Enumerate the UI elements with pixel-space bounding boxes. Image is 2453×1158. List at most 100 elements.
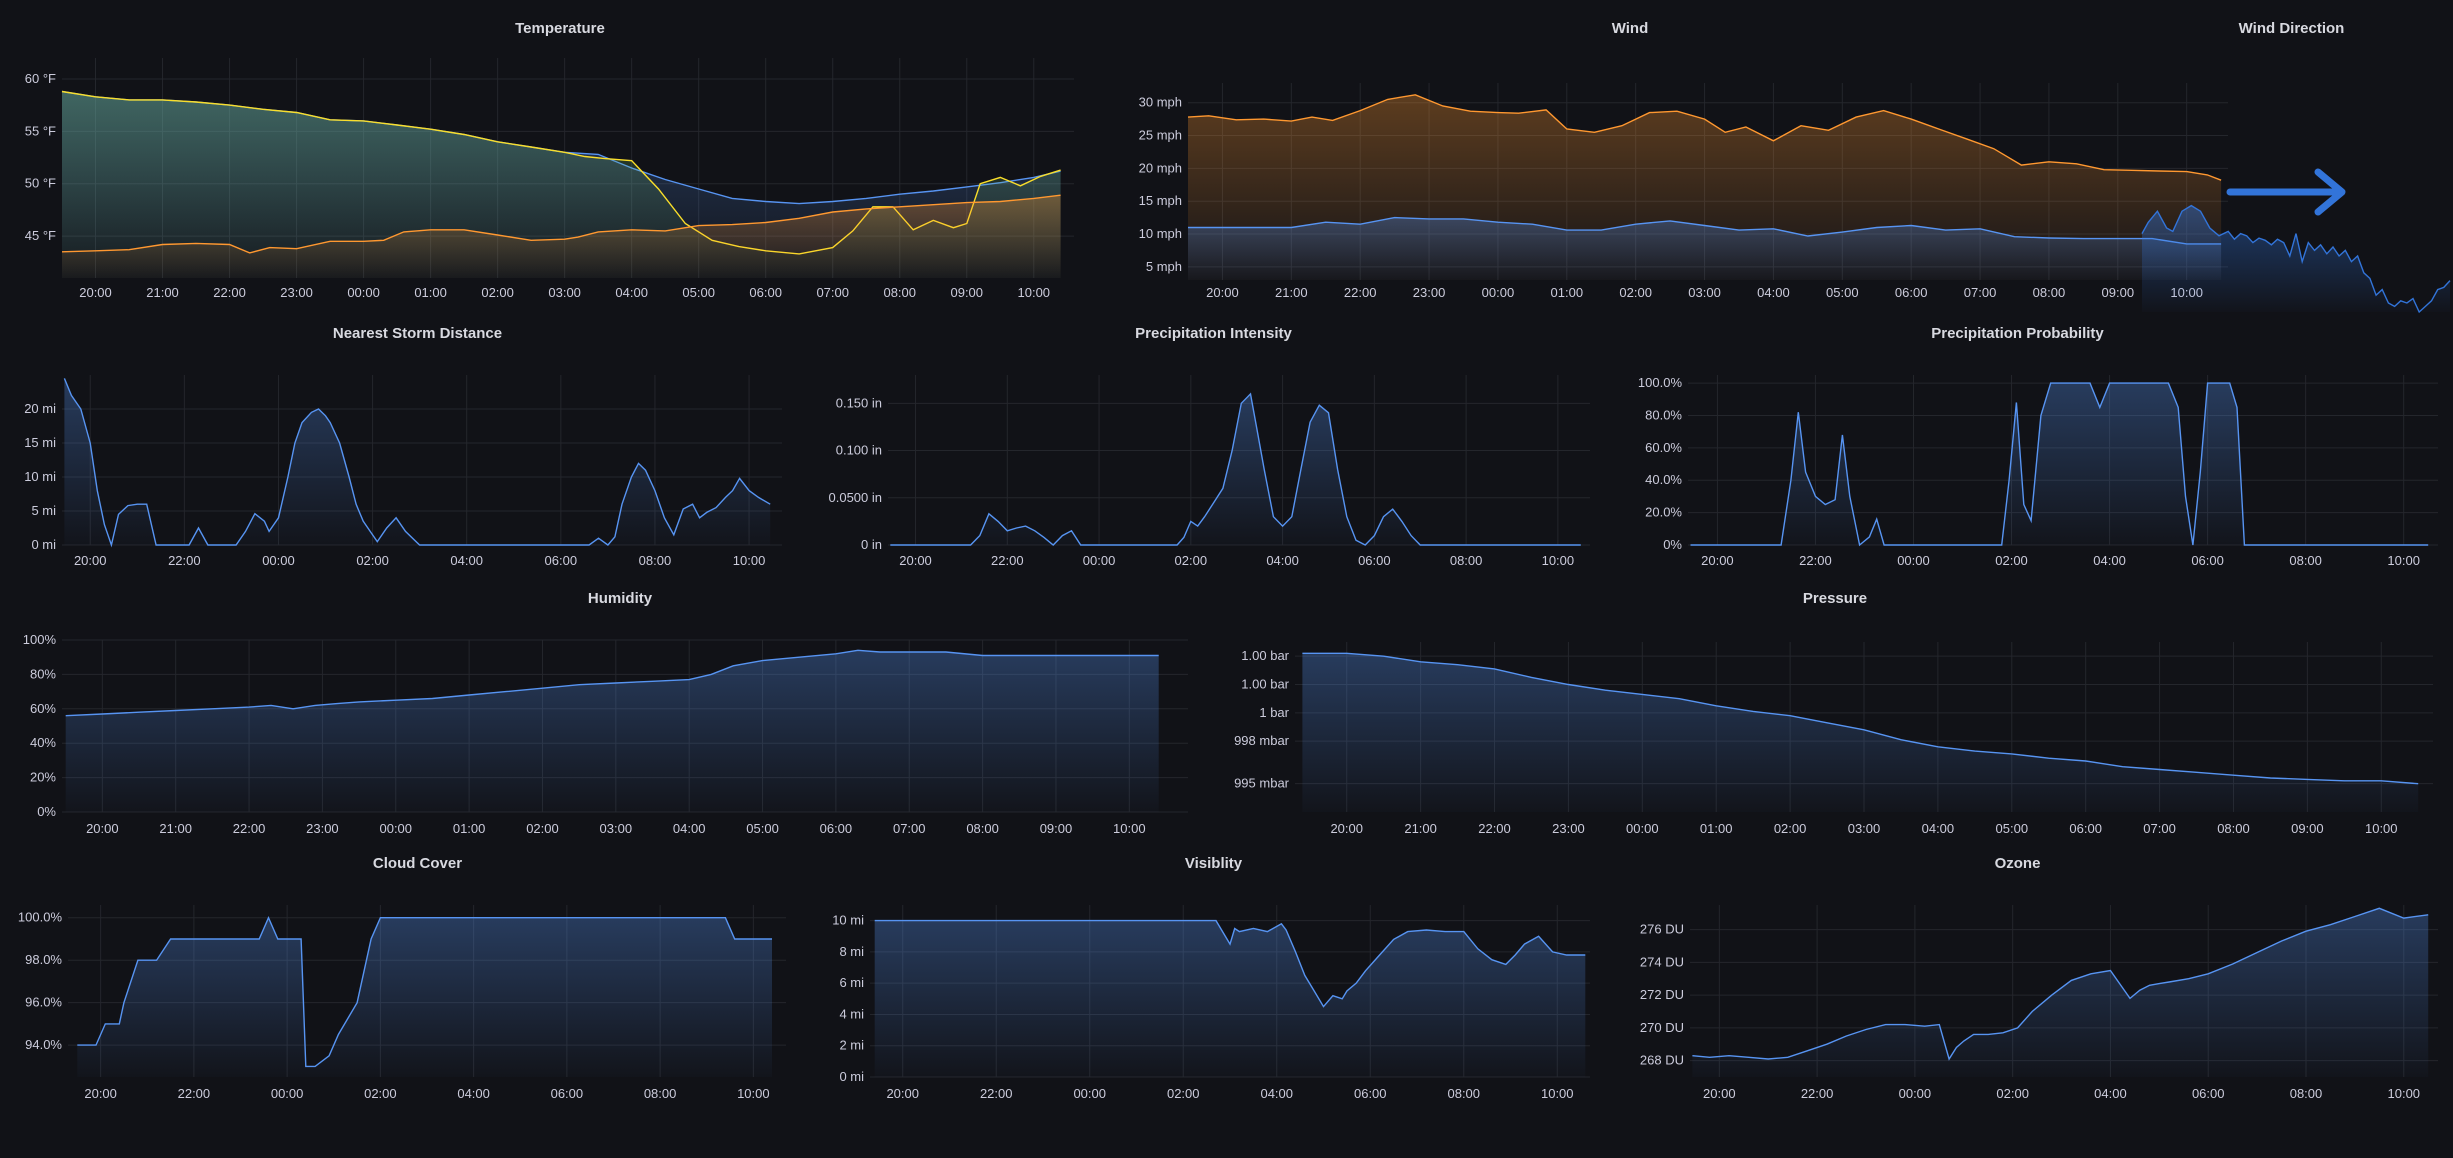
cloud-y-tick-label: 98.0% <box>25 952 62 967</box>
cloud-x-tick-label: 08:00 <box>644 1086 677 1101</box>
wind_direction-series-0-line <box>2141 204 2451 314</box>
temperature-y-tick-label: 50 °F <box>25 176 56 191</box>
wind-y-tick-label: 20 mph <box>1139 160 1182 175</box>
pressure-title: Pressure <box>1802 590 1868 607</box>
wind-y-tick-label: 25 mph <box>1139 128 1182 143</box>
precip_intensity-x-tick-label: 04:00 <box>1266 553 1299 568</box>
humidity-x-tick-label: 00:00 <box>379 821 412 836</box>
cloud-x-tick-label: 22:00 <box>178 1086 211 1101</box>
humidity-chart[interactable]: 20:00 21:00 22:00 23:00 00:00 01:00 02:00 03:00… <box>0 570 1200 836</box>
wind-direction-title: Wind Direction <box>2238 20 2345 37</box>
precip_probability-x-tick-label: 10:00 <box>2387 553 2420 568</box>
precip-intensity-chart[interactable]: 20:00 22:00 00:00 02:00 04:00 06:00 08:00 10:00… <box>800 305 1610 570</box>
precip-probability-chart[interactable]: 20:00 22:00 00:00 02:00 04:00 06:00 08:00 10:00… <box>1610 305 2453 570</box>
storm-grid <box>62 375 782 546</box>
ozone-chart[interactable]: 20:00 22:00 00:00 02:00 04:00 06:00 08:00 10:00… <box>1610 835 2453 1101</box>
precip_probability-y-tick-label: 0% <box>1663 537 1682 552</box>
pressure-x-tick-label: 23:00 <box>1552 821 1585 836</box>
humidity-x-tick-label: 04:00 <box>673 821 706 836</box>
humidity-x-tick-label: 03:00 <box>600 821 633 836</box>
ozone-y-tick-label: 272 DU <box>1640 987 1684 1002</box>
ozone-x-tick-label: 10:00 <box>2388 1086 2421 1101</box>
visibility-y-tick-label: 6 mi <box>839 975 864 990</box>
wind-x-tick-label: 02:00 <box>1619 285 1652 300</box>
storm-distance-chart[interactable]: 20:00 22:00 00:00 02:00 04:00 06:00 08:00 10:00… <box>0 305 800 570</box>
storm-x-tick-label: 10:00 <box>733 553 766 568</box>
pressure-x-tick-label: 20:00 <box>1330 821 1363 836</box>
temperature-series-1-area <box>62 91 1061 278</box>
precip_intensity-x-tick-label: 20:00 <box>899 553 932 568</box>
pressure-x-tick-label: 05:00 <box>1996 821 2029 836</box>
pressure-x-tick-label: 02:00 <box>1774 821 1807 836</box>
pressure-y-tick-label: 1.00 bar <box>1241 677 1289 692</box>
visibility-y-tick-label: 8 mi <box>839 944 864 959</box>
temperature-x-tick-label: 23:00 <box>280 285 313 300</box>
visibility-title: Visiblity <box>1184 855 1243 872</box>
temperature-x-tick-label: 08:00 <box>883 285 916 300</box>
humidity-x-tick-label: 06:00 <box>820 821 853 836</box>
pressure-x-tick-label: 09:00 <box>2291 821 2324 836</box>
visibility-y-tick-label: 4 mi <box>839 1006 864 1021</box>
pressure-chart[interactable]: 20:00 21:00 22:00 23:00 00:00 01:00 02:00 03:00… <box>1200 570 2453 836</box>
wind-x-tick-label: 08:00 <box>2033 285 2066 300</box>
cloud-x-tick-label: 10:00 <box>737 1086 770 1101</box>
precip_probability-y-tick-label: 60.0% <box>1645 440 1682 455</box>
cloud-cover-chart[interactable]: 20:00 22:00 00:00 02:00 04:00 06:00 08:00 10:00… <box>0 835 800 1101</box>
temperature-x-tick-label: 20:00 <box>79 285 112 300</box>
precip_probability-x-tick-label: 08:00 <box>2289 553 2322 568</box>
wind-x-tick-label: 06:00 <box>1895 285 1928 300</box>
temperature-title: Temperature <box>515 20 605 37</box>
wind-x-tick-label: 01:00 <box>1551 285 1584 300</box>
humidity-x-tick-label: 07:00 <box>893 821 926 836</box>
ozone-y-tick-label: 274 DU <box>1640 954 1684 969</box>
storm-series-0-line <box>63 378 771 548</box>
wind-y-tick-label: 15 mph <box>1139 193 1182 208</box>
precip_intensity-x-tick-label: 06:00 <box>1358 553 1391 568</box>
humidity-x-tick-label: 22:00 <box>233 821 266 836</box>
precip-intensity-title: Precipitation Intensity <box>1135 325 1292 342</box>
cloud-y-tick-label: 100.0% <box>18 910 63 925</box>
temperature-series-2-line <box>61 194 1061 254</box>
arrow-right-icon <box>2226 168 2346 216</box>
pressure-x-tick-label: 10:00 <box>2365 821 2398 836</box>
humidity-x-tick-label: 02:00 <box>526 821 559 836</box>
humidity-x-tick-label: 05:00 <box>746 821 779 836</box>
wind-x-tick-label: 07:00 <box>1964 285 1997 300</box>
temperature-chart[interactable]: 20:00 21:00 22:00 23:00 00:00 01:00 02:00 03:00… <box>0 0 1120 300</box>
precip_intensity-x-tick-label: 00:00 <box>1083 553 1116 568</box>
wind-chart[interactable]: 20:00 21:00 22:00 23:00 00:00 01:00 02:00 03:00… <box>1120 0 2260 300</box>
pressure-y-tick-label: 995 mbar <box>1234 776 1290 791</box>
wind-y-tick-label: 10 mph <box>1139 226 1182 241</box>
visibility-x-tick-label: 02:00 <box>1167 1086 1200 1101</box>
cloud-y-tick-label: 94.0% <box>25 1037 62 1052</box>
storm-distance-panel: Nearest Storm Distance 20:00 22:00 00:00 02… <box>0 305 800 570</box>
visibility-series-0-area <box>874 920 1586 1077</box>
storm-y-tick-label: 10 mi <box>24 469 56 484</box>
ozone-x-tick-label: 00:00 <box>1899 1086 1932 1101</box>
humidity-x-tick-label: 23:00 <box>306 821 339 836</box>
precip_intensity-series-0-area <box>890 393 1581 545</box>
temperature-x-tick-label: 07:00 <box>816 285 849 300</box>
wind-direction-chart[interactable] <box>2130 0 2453 315</box>
visibility-chart[interactable]: 20:00 22:00 00:00 02:00 04:00 06:00 08:00 10:00… <box>800 835 1610 1101</box>
precip_intensity-y-tick-label: 0.0500 in <box>829 490 883 505</box>
pressure-x-tick-label: 21:00 <box>1404 821 1437 836</box>
precip_intensity-y-tick-label: 0.100 in <box>836 443 882 458</box>
temperature-x-tick-label: 22:00 <box>213 285 246 300</box>
storm-x-tick-label: 22:00 <box>168 553 201 568</box>
humidity-x-tick-label: 01:00 <box>453 821 486 836</box>
precip-probability-panel: Precipitation Probability 20:00 22:00 00:0… <box>1610 305 2453 570</box>
ozone-x-tick-label: 02:00 <box>1996 1086 2029 1101</box>
ozone-x-tick-label: 22:00 <box>1801 1086 1834 1101</box>
wind-x-tick-label: 04:00 <box>1757 285 1790 300</box>
temperature-y-tick-label: 45 °F <box>25 228 56 243</box>
pressure-x-tick-label: 04:00 <box>1922 821 1955 836</box>
pressure-x-tick-label: 06:00 <box>2069 821 2102 836</box>
wind-x-tick-label: 00:00 <box>1482 285 1515 300</box>
wind-x-tick-label: 09:00 <box>2102 285 2135 300</box>
storm-x-tick-label: 08:00 <box>639 553 672 568</box>
wind-direction-panel: Wind Direction <box>2130 0 2453 315</box>
humidity-x-tick-label: 08:00 <box>966 821 999 836</box>
precip_probability-y-tick-label: 20.0% <box>1645 505 1682 520</box>
storm-y-tick-label: 0 mi <box>31 537 56 552</box>
